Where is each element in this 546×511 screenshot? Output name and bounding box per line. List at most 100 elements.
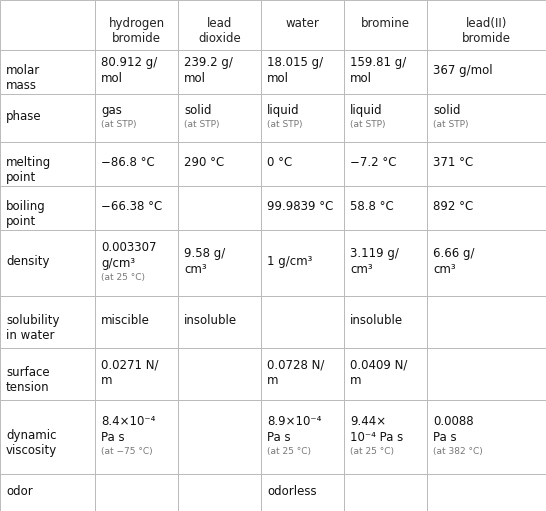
Text: density: density — [6, 255, 50, 268]
Text: melting
point: melting point — [6, 156, 51, 184]
Bar — [178, 50, 261, 94]
Text: 9.44×: 9.44× — [350, 415, 386, 428]
Bar — [0, 0, 95, 50]
Bar — [0, 474, 95, 511]
Bar — [95, 0, 178, 50]
Text: m: m — [267, 374, 278, 387]
Bar — [427, 230, 546, 296]
Text: 9.58 g/: 9.58 g/ — [184, 247, 225, 260]
Text: Pa s: Pa s — [433, 431, 456, 444]
Bar — [261, 348, 344, 400]
Text: solid: solid — [433, 104, 460, 117]
Text: 239.2 g/: 239.2 g/ — [184, 56, 233, 69]
Bar — [427, 348, 546, 400]
Text: hydrogen
bromide: hydrogen bromide — [109, 17, 164, 45]
Bar — [178, 230, 261, 296]
Text: boiling
point: boiling point — [6, 200, 46, 228]
Bar — [427, 296, 546, 348]
Bar — [261, 50, 344, 94]
Bar — [427, 400, 546, 474]
Bar — [261, 142, 344, 186]
Bar — [427, 142, 546, 186]
Text: 58.8 °C: 58.8 °C — [350, 200, 394, 213]
Text: dynamic
viscosity: dynamic viscosity — [6, 429, 57, 457]
Text: 3.119 g/: 3.119 g/ — [350, 247, 399, 260]
Text: 371 °C: 371 °C — [433, 156, 473, 169]
Text: mol: mol — [101, 72, 123, 85]
Text: Pa s: Pa s — [267, 431, 290, 444]
Bar — [95, 94, 178, 142]
Text: 0 °C: 0 °C — [267, 156, 292, 169]
Bar — [427, 50, 546, 94]
Bar — [261, 474, 344, 511]
Bar — [427, 94, 546, 142]
Text: phase: phase — [6, 110, 41, 123]
Text: −86.8 °C: −86.8 °C — [101, 156, 155, 169]
Text: 0.0728 N/: 0.0728 N/ — [267, 358, 324, 371]
Text: solubility
in water: solubility in water — [6, 314, 60, 342]
Bar — [95, 230, 178, 296]
Bar — [344, 0, 427, 50]
Text: solid: solid — [184, 104, 211, 117]
Bar — [178, 94, 261, 142]
Bar — [95, 348, 178, 400]
Bar — [95, 50, 178, 94]
Bar — [344, 296, 427, 348]
Text: 8.9×10⁻⁴: 8.9×10⁻⁴ — [267, 415, 322, 428]
Bar — [178, 348, 261, 400]
Bar — [344, 230, 427, 296]
Text: odorless: odorless — [267, 485, 317, 498]
Text: molar
mass: molar mass — [6, 64, 40, 92]
Text: mol: mol — [350, 72, 372, 85]
Text: 0.0271 N/: 0.0271 N/ — [101, 358, 158, 371]
Text: (at STP): (at STP) — [350, 120, 385, 129]
Bar — [344, 50, 427, 94]
Bar — [344, 94, 427, 142]
Text: 99.9839 °C: 99.9839 °C — [267, 200, 334, 213]
Text: m: m — [101, 374, 112, 387]
Bar — [178, 474, 261, 511]
Text: 892 °C: 892 °C — [433, 200, 473, 213]
Text: bromine: bromine — [361, 17, 410, 30]
Text: (at STP): (at STP) — [101, 120, 136, 129]
Text: 10⁻⁴ Pa s: 10⁻⁴ Pa s — [350, 431, 403, 444]
Bar — [0, 186, 95, 230]
Bar — [0, 50, 95, 94]
Bar — [261, 186, 344, 230]
Text: (at STP): (at STP) — [267, 120, 302, 129]
Text: insoluble: insoluble — [350, 314, 403, 327]
Bar — [261, 94, 344, 142]
Text: insoluble: insoluble — [184, 314, 237, 327]
Bar — [0, 348, 95, 400]
Bar — [0, 94, 95, 142]
Bar — [344, 400, 427, 474]
Bar — [178, 400, 261, 474]
Text: water: water — [286, 17, 319, 30]
Text: odor: odor — [6, 485, 33, 498]
Text: lead
dioxide: lead dioxide — [198, 17, 241, 45]
Text: miscible: miscible — [101, 314, 150, 327]
Text: liquid: liquid — [350, 104, 383, 117]
Text: 0.0088: 0.0088 — [433, 415, 473, 428]
Text: lead(II)
bromide: lead(II) bromide — [462, 17, 511, 45]
Bar — [427, 0, 546, 50]
Text: −7.2 °C: −7.2 °C — [350, 156, 396, 169]
Bar — [95, 186, 178, 230]
Text: (at −75 °C): (at −75 °C) — [101, 447, 153, 456]
Bar — [261, 400, 344, 474]
Text: mol: mol — [184, 72, 206, 85]
Text: 0.003307: 0.003307 — [101, 241, 157, 254]
Bar — [178, 142, 261, 186]
Bar — [0, 142, 95, 186]
Text: −66.38 °C: −66.38 °C — [101, 200, 162, 213]
Text: (at 25 °C): (at 25 °C) — [267, 447, 311, 456]
Text: (at 25 °C): (at 25 °C) — [101, 273, 145, 282]
Text: (at STP): (at STP) — [433, 120, 468, 129]
Text: m: m — [350, 374, 361, 387]
Text: gas: gas — [101, 104, 122, 117]
Text: mol: mol — [267, 72, 289, 85]
Text: 18.015 g/: 18.015 g/ — [267, 56, 323, 69]
Bar — [344, 348, 427, 400]
Bar — [344, 474, 427, 511]
Text: 8.4×10⁻⁴: 8.4×10⁻⁴ — [101, 415, 156, 428]
